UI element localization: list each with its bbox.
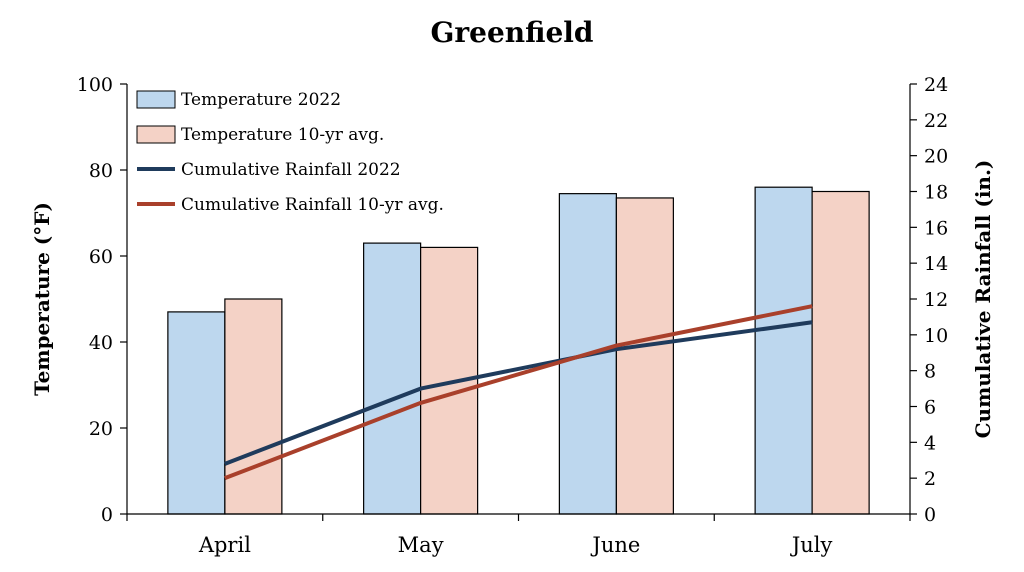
legend-label: Temperature 2022 [181, 90, 341, 110]
y-tick-label-left: 0 [101, 504, 113, 526]
line-rainfall-2022 [224, 320, 813, 466]
y-tick-label-right: 24 [924, 74, 948, 96]
lines-layer [224, 304, 813, 481]
bar-temp-2022-july [754, 186, 813, 515]
y-tick-label-left: 100 [77, 74, 113, 96]
x-tick-label-july: July [790, 533, 833, 557]
y-tick-label-right: 8 [924, 361, 936, 383]
bar-temp-10yr-april [224, 298, 283, 515]
y-tick-label-left: 40 [89, 332, 113, 354]
y-tick-label-left: 20 [89, 418, 113, 440]
x-tick-label-april: April [198, 533, 251, 557]
y-tick-label-right: 20 [924, 146, 948, 168]
legend-label: Cumulative Rainfall 2022 [181, 160, 401, 180]
x-tick-label-june: June [590, 533, 640, 557]
bar-temp-2022-april [167, 311, 226, 515]
y-tick-label-right: 14 [924, 253, 948, 275]
bars-layer [167, 186, 870, 515]
y-axis-title-left: Temperature (°F) [30, 202, 54, 396]
y-tick-label-right: 18 [924, 182, 948, 204]
y-tick-label-right: 6 [924, 397, 936, 419]
y-tick-label-right: 12 [924, 289, 948, 311]
legend-swatch-bar [136, 90, 176, 109]
y-axis-title-right: Cumulative Rainfall (in.) [971, 160, 995, 439]
y-tick-label-right: 4 [924, 432, 936, 454]
y-tick-label-left: 80 [89, 160, 113, 182]
y-tick-label-right: 10 [924, 325, 948, 347]
y-tick-label-right: 0 [924, 504, 936, 526]
x-tick-label-may: May [398, 533, 444, 557]
y-tick-label-right: 22 [924, 110, 948, 132]
legend-swatch-bar [136, 125, 176, 144]
y-tick-label-left: 60 [89, 246, 113, 268]
chart-title: Greenfield [430, 16, 593, 49]
bar-temp-10yr-june [615, 197, 674, 515]
y-tick-label-right: 2 [924, 468, 936, 490]
legend-label: Temperature 10-yr avg. [181, 125, 384, 145]
bar-temp-10yr-july [811, 190, 870, 515]
y-tick-label-right: 16 [924, 217, 948, 239]
legend: Temperature 2022 Temperature 10-yr avg. Cu… [136, 90, 444, 215]
legend-label: Cumulative Rainfall 10-yr avg. [181, 195, 444, 215]
bar-temp-2022-may [363, 242, 422, 515]
line-rainfall-10yr [224, 304, 813, 481]
